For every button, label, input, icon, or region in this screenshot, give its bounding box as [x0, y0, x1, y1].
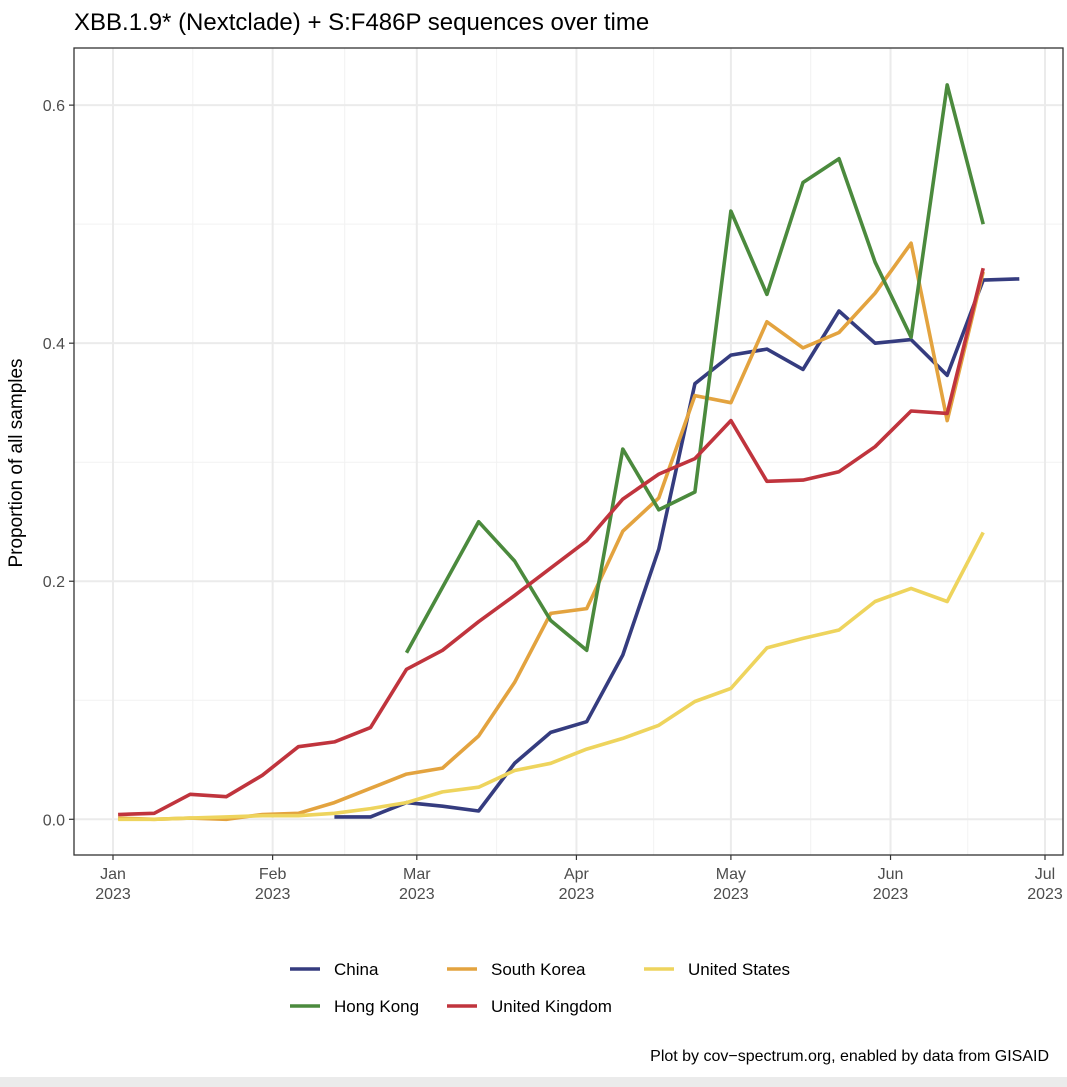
y-axis: 0.0 0.2 0.4 0.6	[43, 98, 74, 829]
x-tick-label-year: 2023	[399, 886, 435, 903]
legend-label: United Kingdom	[491, 997, 612, 1016]
x-tick-label-month: Jun	[878, 866, 904, 883]
legend-label: Hong Kong	[334, 997, 419, 1016]
y-tick-label: 0.6	[43, 98, 65, 115]
x-tick-label-year: 2023	[95, 886, 131, 903]
x-tick-label-year: 2023	[559, 886, 595, 903]
grid-minor	[74, 48, 1063, 855]
x-tick-label-month: Jul	[1035, 866, 1055, 883]
x-tick-label-month: Mar	[403, 866, 431, 883]
legend-label: United States	[688, 960, 790, 979]
x-tick-label-year: 2023	[713, 886, 749, 903]
legend-item: Hong Kong	[290, 997, 419, 1016]
series-lines	[118, 83, 1020, 822]
x-tick-label-year: 2023	[873, 886, 909, 903]
legend-item: United Kingdom	[447, 997, 612, 1016]
x-tick-label-month: May	[716, 866, 746, 883]
x-tick-label-month: Apr	[564, 866, 590, 883]
y-tick-label: 0.2	[43, 574, 65, 591]
legend-item: United States	[644, 960, 790, 979]
bottom-bar	[0, 1077, 1067, 1087]
series-line-hong-kong	[404, 83, 985, 654]
x-tick-label-month: Jan	[100, 866, 126, 883]
series-line-united-kingdom	[118, 267, 985, 817]
grid-major	[74, 48, 1063, 855]
series-line-china	[334, 277, 1020, 819]
legend-item: South Korea	[447, 960, 586, 979]
series-line-united-states	[118, 531, 985, 822]
legend-label: China	[334, 960, 379, 979]
plot-panel	[73, 47, 1064, 856]
legend-label: South Korea	[491, 960, 586, 979]
x-tick-label-year: 2023	[1027, 886, 1063, 903]
y-axis-title: Proportion of all samples	[6, 358, 27, 567]
y-tick-label: 0.0	[43, 812, 65, 829]
x-tick-label-year: 2023	[255, 886, 291, 903]
x-axis: Jan 2023 Feb 2023 Mar 2023 Apr 2023 May 2023 Jun 20…	[95, 855, 1063, 903]
chart-caption: Plot by cov−spectrum.org, enabled by dat…	[650, 1048, 1049, 1065]
y-tick-label: 0.4	[43, 336, 65, 353]
legend-item: China	[290, 960, 379, 979]
chart-title: XBB.1.9* (Nextclade) + S:F486P sequences…	[74, 9, 649, 36]
panel-border	[73, 47, 1064, 856]
legend: China Hong Kong South Korea United Kingdom U…	[290, 960, 790, 1016]
x-tick-label-month: Feb	[259, 866, 287, 883]
